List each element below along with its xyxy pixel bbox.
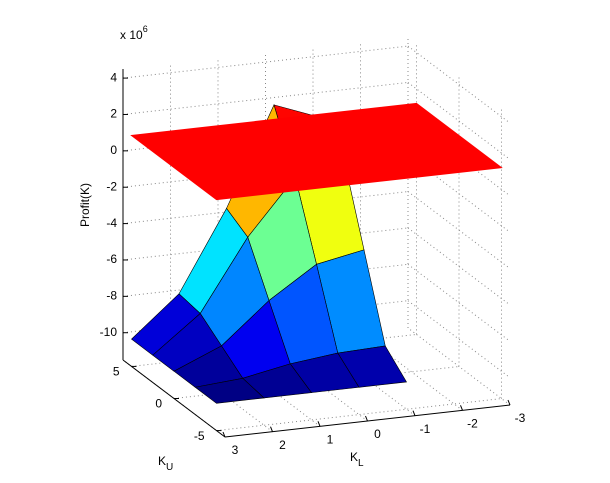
z-tick-label: -2 xyxy=(106,179,117,193)
surface xyxy=(130,102,503,404)
x-tick xyxy=(460,405,463,411)
exponent-label: x 106 xyxy=(120,24,148,42)
x-tick-label: -3 xyxy=(515,411,526,425)
y-label-main: K xyxy=(158,454,166,468)
x-tick xyxy=(507,399,511,406)
z-axis-label: Profit(K) xyxy=(78,183,92,227)
x-tick xyxy=(365,415,368,422)
x-tick-label: 2 xyxy=(279,438,286,452)
exponent-power: 6 xyxy=(143,24,148,34)
x-tick xyxy=(222,431,226,438)
z-tick-label: -6 xyxy=(106,252,117,266)
y-label-sub: U xyxy=(166,462,173,473)
exponent-base: x 10 xyxy=(120,28,143,42)
x-label-main: K xyxy=(350,450,358,464)
x-tick xyxy=(412,410,416,416)
plane xyxy=(130,102,503,201)
x-label-sub: L xyxy=(358,458,364,469)
x-tick-label: 0 xyxy=(374,427,381,441)
x-tick-label: 1 xyxy=(327,433,334,447)
axes: -10 -8 -6 -4 -2 0 2 4 3 2 1 0 -1 -2 -3 -5 0 5 xyxy=(100,69,526,457)
y-tick-label: -5 xyxy=(194,429,205,443)
z-tick-label: 4 xyxy=(110,70,117,84)
x-tick xyxy=(317,421,321,427)
x-tick-label: -2 xyxy=(467,417,478,431)
z-tick-label: -8 xyxy=(106,289,117,303)
x-tick xyxy=(270,426,273,432)
z-tick-label: 0 xyxy=(110,143,117,157)
y-axis-label: KU xyxy=(158,454,173,472)
y-tick-label: 5 xyxy=(113,365,120,379)
x-axis-label: KL xyxy=(350,450,364,468)
x-tick-label: 3 xyxy=(232,443,239,457)
y-tick-label: 0 xyxy=(155,397,162,411)
x-tick-label: -1 xyxy=(420,422,431,436)
z-tick-label: -10 xyxy=(100,325,118,339)
z-tick-label: -4 xyxy=(106,216,117,230)
surface-patch xyxy=(194,377,265,404)
z-tick-label: 2 xyxy=(110,107,117,121)
